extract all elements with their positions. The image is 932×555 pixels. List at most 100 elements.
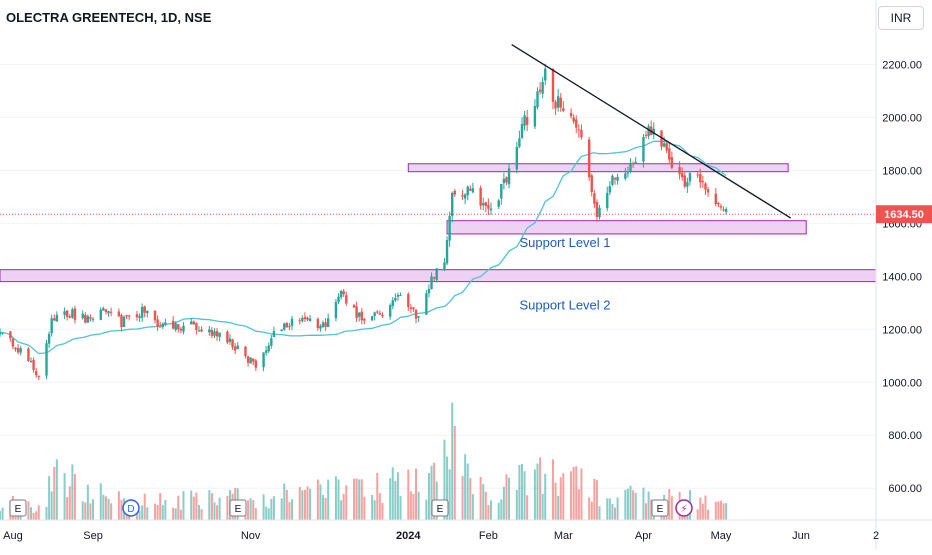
support-zone <box>0 269 877 283</box>
ma-line <box>0 140 727 355</box>
volume-bar <box>699 497 702 520</box>
candle-body <box>9 331 12 339</box>
candles <box>0 63 728 380</box>
volume-bar <box>626 488 629 520</box>
volume-bar <box>32 512 35 520</box>
candle-body <box>153 310 157 321</box>
volume-bar <box>298 487 301 520</box>
candle-body <box>34 371 38 376</box>
candle-body <box>523 115 526 126</box>
time-axis[interactable]: Aug Sep Nov 2024 Feb Mar Apr May Jun 2 <box>0 519 932 542</box>
candle-body <box>174 323 177 331</box>
candle-body <box>228 338 232 342</box>
candle-body <box>107 311 110 314</box>
volume-bar <box>508 477 511 520</box>
split-marker <box>675 499 693 517</box>
candle-body <box>686 182 689 187</box>
candle-body <box>448 215 451 241</box>
volume-bar <box>557 495 560 520</box>
currency-button[interactable]: INR <box>878 6 924 30</box>
volume-bar <box>647 491 650 520</box>
volume-bar <box>634 492 637 520</box>
volume-bar <box>598 506 601 520</box>
volume-bar <box>138 511 141 520</box>
candle-body <box>668 148 671 160</box>
volume-bar <box>668 488 671 520</box>
volume-bar <box>30 507 33 520</box>
volume-bar <box>427 472 430 520</box>
volume-bar <box>89 503 92 520</box>
overlay: Support Level 1 Support Level 2 E D E E E ⚡ <box>0 44 876 517</box>
volume-bar <box>570 471 573 520</box>
candle-body <box>505 177 508 183</box>
volume-bar <box>415 468 418 520</box>
candle-body <box>1 332 4 334</box>
candle-body <box>469 188 472 191</box>
candle-body <box>50 318 53 334</box>
candle-body <box>27 348 30 361</box>
volume-bar <box>572 467 575 520</box>
candle-body <box>487 204 490 209</box>
volume-bar <box>110 503 113 520</box>
candle-body <box>489 208 493 211</box>
volume-bar <box>412 494 415 520</box>
candle-body <box>32 359 35 370</box>
candle-body <box>11 338 15 347</box>
volume-bar <box>283 483 286 520</box>
candle-body <box>683 175 686 187</box>
volume-bar <box>381 503 384 520</box>
volume-bar <box>471 494 474 520</box>
volume-bar <box>84 502 87 520</box>
volume-bar <box>696 509 699 520</box>
candle-body <box>324 322 327 327</box>
volume-bar <box>265 506 268 520</box>
volume-bar <box>518 464 521 520</box>
candle-body <box>231 339 234 348</box>
candle-body <box>117 311 121 317</box>
candle-body <box>120 315 123 328</box>
candle-body <box>598 207 601 218</box>
candle-body <box>159 326 162 328</box>
candle-body <box>417 316 420 318</box>
volume-bar <box>541 494 544 520</box>
candle-body <box>355 306 358 318</box>
candle-body <box>19 348 22 353</box>
volume-bar <box>303 489 306 520</box>
price-tick-label: 2000.00 <box>882 112 922 124</box>
candle-body <box>376 311 379 313</box>
candle-body <box>140 306 144 318</box>
volume-bar <box>309 488 312 520</box>
support-resistance-zones[interactable] <box>0 163 877 283</box>
volume-bar <box>272 496 275 520</box>
candle-body <box>81 313 84 319</box>
candle-body <box>298 320 301 322</box>
volume-bar <box>642 487 645 520</box>
moving-average <box>0 140 727 355</box>
candle-body <box>200 329 203 332</box>
volume-bar <box>725 503 728 520</box>
volume-bar <box>107 498 110 520</box>
price-tick-label: 1800.00 <box>882 165 922 177</box>
candle-body <box>399 294 402 296</box>
candle-body <box>345 295 348 304</box>
price-axis[interactable]: 600.00800.001000.001200.001400.001600.00… <box>875 0 932 550</box>
volume-bar <box>291 499 293 520</box>
candle-body <box>606 192 609 209</box>
candle-body <box>580 129 583 138</box>
volume-bar <box>650 499 653 520</box>
candle-body <box>14 347 17 350</box>
time-tick-label: Jun <box>792 530 810 542</box>
volume-bar <box>324 497 327 520</box>
candle-body <box>65 310 69 317</box>
candle-body <box>319 325 322 329</box>
volume-bar <box>608 498 611 520</box>
volume-bar <box>632 490 635 520</box>
volume-bar <box>159 493 162 520</box>
candle-body <box>479 187 482 206</box>
time-tick-label: 2 <box>873 530 879 542</box>
candle-body <box>394 297 397 301</box>
candle-body <box>660 130 663 147</box>
volume-bar <box>489 500 492 520</box>
